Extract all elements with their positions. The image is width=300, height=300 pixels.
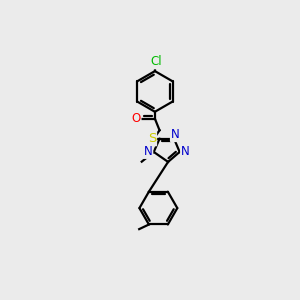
Text: N: N	[181, 145, 190, 158]
Text: N: N	[171, 128, 180, 141]
Text: O: O	[131, 112, 141, 125]
Text: N: N	[144, 145, 152, 158]
Text: S: S	[148, 132, 156, 145]
Text: Cl: Cl	[150, 56, 162, 68]
